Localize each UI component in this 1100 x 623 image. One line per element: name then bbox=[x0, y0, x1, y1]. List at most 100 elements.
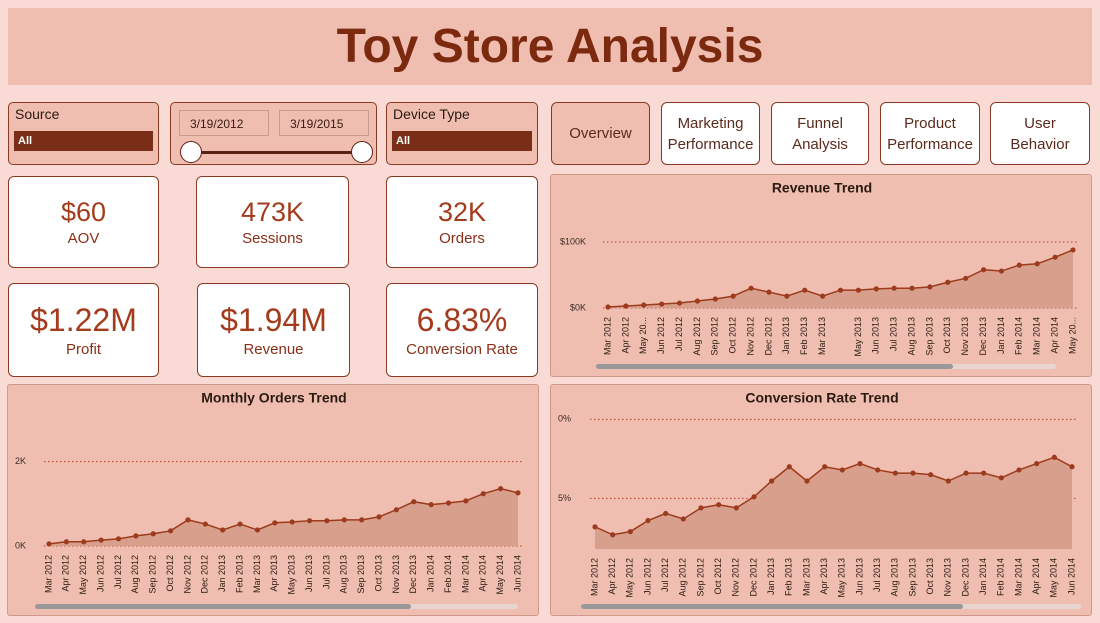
data-point bbox=[623, 303, 629, 309]
data-point bbox=[515, 490, 521, 496]
line bbox=[48, 487, 519, 545]
data-point bbox=[610, 532, 616, 538]
x-tick-label: Sep 2013 bbox=[907, 558, 917, 597]
source-slicer[interactable]: Source All bbox=[8, 102, 159, 165]
data-point bbox=[167, 528, 174, 534]
data-point bbox=[445, 500, 452, 506]
chart: Revenue Trend $0K $100K Mar 2012 Apr 2012 May… bbox=[560, 180, 1078, 369]
x-tick-label: Apr 2014 bbox=[1031, 558, 1041, 595]
nav-button[interactable]: Marketing Performance bbox=[661, 102, 760, 165]
x-tick-label: Apr 2014 bbox=[1049, 317, 1059, 354]
scrollbar-thumb[interactable] bbox=[35, 604, 411, 609]
start-date[interactable]: 3/19/2012 bbox=[179, 110, 269, 136]
chart: Conversion Rate Trend 5% 0% Mar 2012 Apr 201… bbox=[558, 390, 1081, 609]
data-point bbox=[837, 287, 844, 293]
x-tick-label: Mar 2012 bbox=[589, 558, 599, 596]
data-point bbox=[804, 478, 810, 484]
x-tick-label: Mar 2012 bbox=[602, 317, 612, 355]
kpi-value: 32K bbox=[437, 197, 487, 227]
scrollbar-thumb[interactable] bbox=[596, 364, 953, 369]
x-tick-label: Apr 2012 bbox=[620, 317, 630, 354]
x-tick-label: Feb 2013 bbox=[234, 555, 244, 593]
kpi-label: Revenue bbox=[243, 341, 304, 358]
data-point bbox=[376, 514, 382, 520]
data-point bbox=[659, 301, 665, 307]
x-tick-label: Jan 2014 bbox=[996, 317, 1006, 354]
data-point bbox=[359, 517, 365, 523]
slider-handle[interactable] bbox=[351, 141, 373, 163]
data-point bbox=[910, 470, 916, 476]
data-point bbox=[698, 505, 704, 511]
chart-title: Monthly Orders Trend bbox=[201, 390, 346, 406]
x-tick-label: Apr 2013 bbox=[819, 558, 829, 595]
scrollbar-thumb[interactable] bbox=[581, 604, 963, 609]
data-point bbox=[663, 510, 669, 517]
data-point bbox=[716, 502, 722, 508]
data-point bbox=[237, 521, 243, 527]
data-point bbox=[786, 464, 792, 470]
data-point bbox=[712, 296, 718, 302]
device-slicer[interactable]: Device Type All bbox=[386, 102, 538, 165]
kpi-value: $1.94M bbox=[220, 302, 327, 338]
nav-button[interactable]: User Behavior bbox=[990, 102, 1090, 165]
slider-track bbox=[191, 151, 362, 154]
x-tick-label: Aug 2013 bbox=[339, 555, 349, 594]
slicer-label: Device Type bbox=[393, 106, 470, 122]
x-tick-label: Aug 2012 bbox=[130, 555, 140, 594]
date-slicer[interactable]: 3/19/2012 3/19/2015 bbox=[170, 102, 377, 165]
x-tick-label: Dec 2013 bbox=[978, 317, 988, 356]
slider-handle[interactable] bbox=[180, 141, 202, 163]
page-title: Toy Store Analysis bbox=[336, 20, 764, 73]
x-tick-label: Nov 2012 bbox=[745, 317, 755, 356]
x-tick-label: Sep 2013 bbox=[924, 317, 934, 356]
data-point bbox=[463, 498, 469, 504]
x-tick-label: Aug 2013 bbox=[906, 317, 916, 356]
data-point bbox=[980, 267, 987, 273]
data-point bbox=[769, 478, 775, 484]
data-point bbox=[254, 527, 261, 533]
y-tick-label: 0% bbox=[558, 414, 571, 424]
x-tick-label: Mar 2014 bbox=[1013, 558, 1023, 596]
kpi-label: Orders bbox=[439, 230, 485, 247]
x-tick-label: Nov 2012 bbox=[731, 558, 741, 597]
x-tick-label: May 2013 bbox=[287, 555, 297, 595]
x-tick-label: Nov 2012 bbox=[182, 555, 192, 594]
x-tick-label: Jan 2014 bbox=[426, 555, 436, 592]
x-tick-label: Jun 2013 bbox=[304, 555, 314, 592]
x-tick-label: Mar 2014 bbox=[1032, 317, 1042, 355]
data-point bbox=[1052, 254, 1058, 260]
nav-button[interactable]: Overview bbox=[551, 102, 650, 165]
x-tick-label: Aug 2012 bbox=[692, 317, 702, 356]
kpi-value: $1.22M bbox=[30, 302, 137, 338]
slicer-dropdown[interactable]: All bbox=[14, 131, 153, 151]
data-point bbox=[411, 499, 417, 505]
nav-button[interactable]: Product Performance bbox=[880, 102, 980, 165]
data-point bbox=[220, 527, 226, 533]
x-tick-label: Apr 2013 bbox=[269, 555, 279, 592]
kpi-value: $60 bbox=[60, 197, 107, 227]
data-point bbox=[751, 494, 757, 500]
data-point bbox=[341, 517, 347, 523]
x-tick-label: Apr 2014 bbox=[478, 555, 488, 592]
chart-title: Conversion Rate Trend bbox=[745, 390, 898, 406]
nav-button[interactable]: Funnel Analysis bbox=[771, 102, 869, 165]
kpi-card: $1.94M Revenue bbox=[197, 283, 350, 377]
x-tick-label: Dec 2012 bbox=[763, 317, 773, 356]
x-tick-label: Sep 2012 bbox=[710, 317, 720, 356]
data-point bbox=[857, 461, 863, 467]
data-point bbox=[272, 520, 278, 526]
data-point bbox=[730, 293, 736, 299]
data-point bbox=[306, 518, 313, 524]
data-point bbox=[822, 464, 828, 470]
kpi-card: 32K Orders bbox=[386, 176, 538, 268]
x-tick-label: Nov 2013 bbox=[960, 317, 970, 356]
data-point bbox=[927, 284, 933, 290]
chart-panel: Monthly Orders Trend 0K 2K Mar 2012 Apr 2012… bbox=[7, 384, 539, 616]
data-point bbox=[1016, 262, 1022, 268]
data-point bbox=[998, 475, 1004, 481]
end-date[interactable]: 3/19/2015 bbox=[279, 110, 369, 136]
x-tick-label: Apr 2012 bbox=[61, 555, 71, 592]
chart-panel: Conversion Rate Trend 5% 0% Mar 2012 Apr 201… bbox=[550, 384, 1092, 616]
slicer-dropdown[interactable]: All bbox=[392, 131, 532, 151]
x-tick-label: Aug 2013 bbox=[890, 558, 900, 597]
